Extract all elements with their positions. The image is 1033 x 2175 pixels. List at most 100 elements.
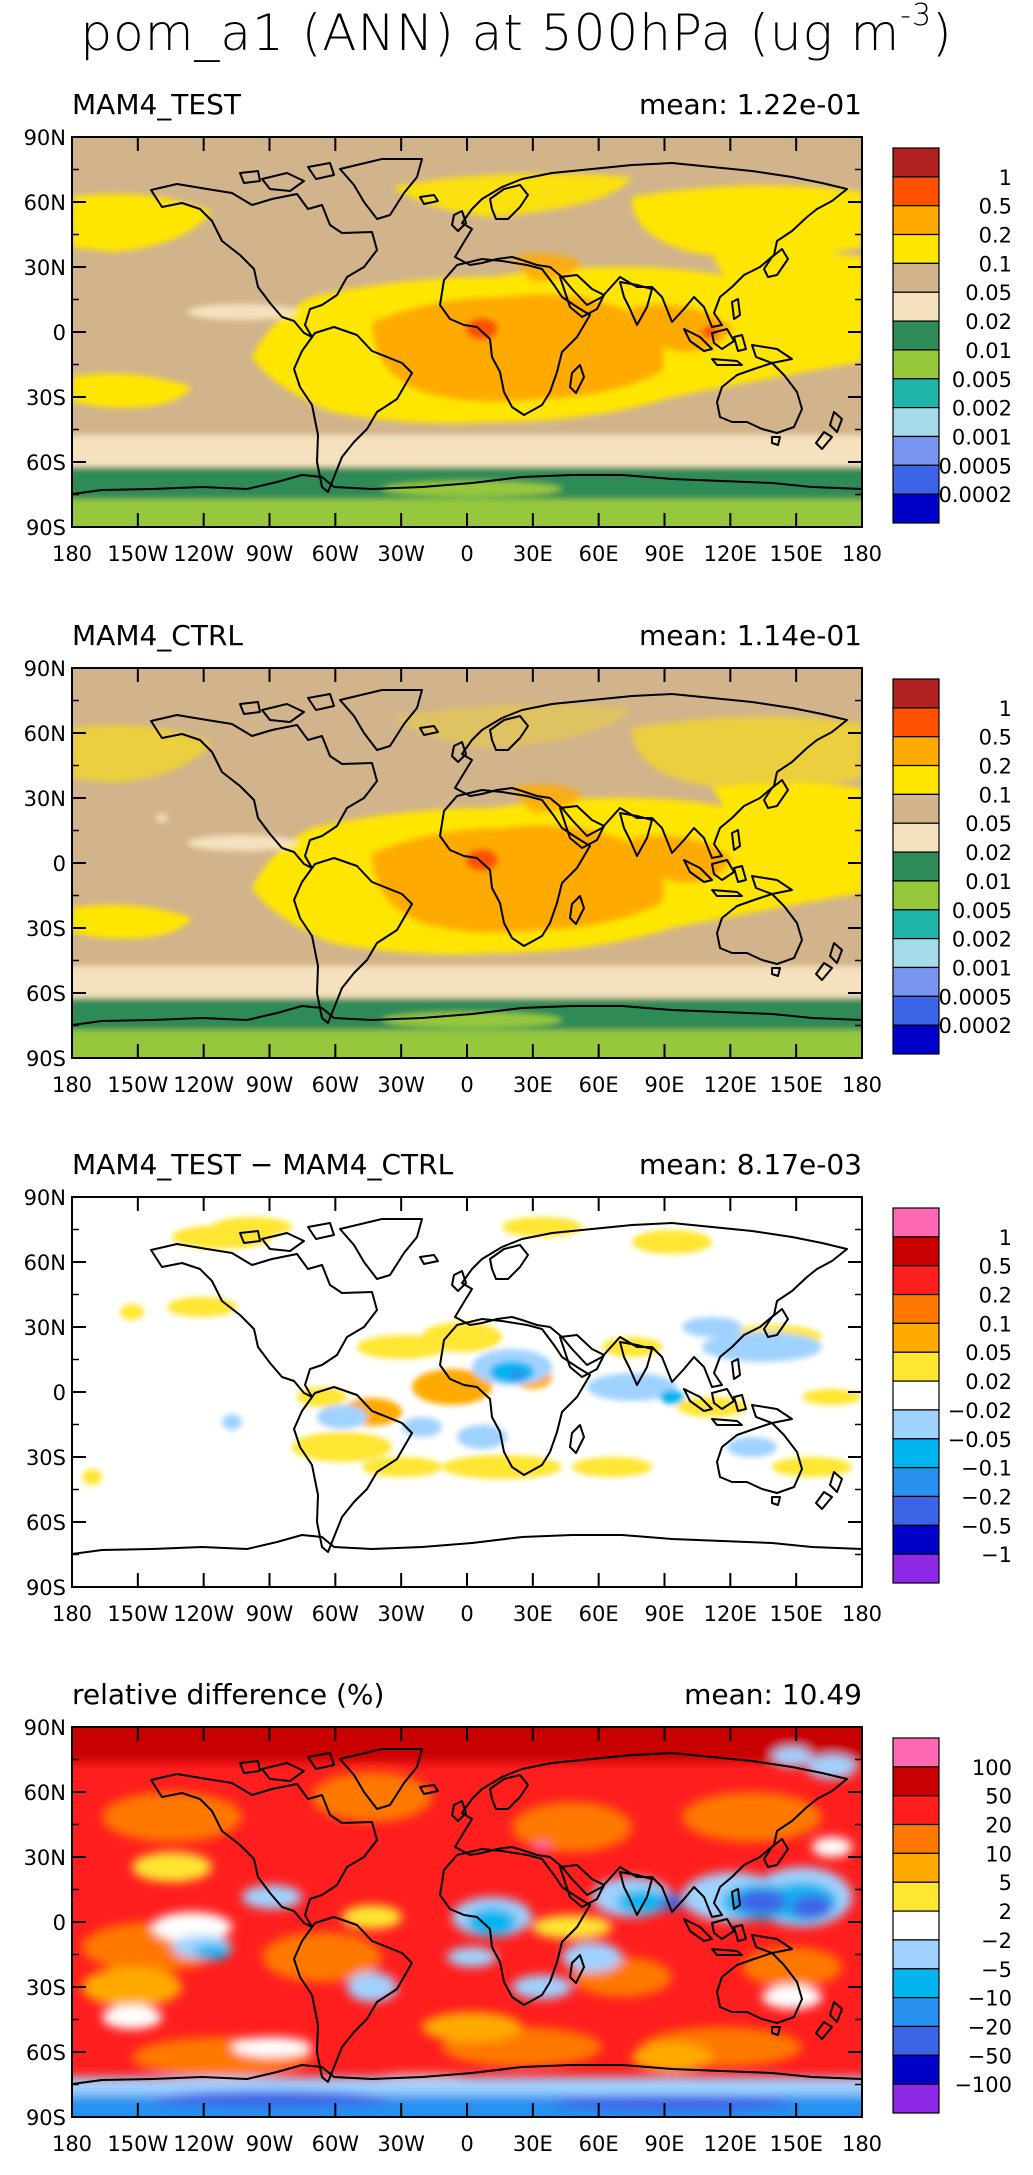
colorbar-label: 0.005 bbox=[952, 899, 1012, 923]
lon-tick-label: 150E bbox=[769, 542, 822, 566]
colorbar-label: 0.1 bbox=[979, 783, 1012, 807]
lon-tick-label: 60E bbox=[579, 1073, 619, 1097]
lon-tick-label: 90E bbox=[645, 1602, 685, 1626]
lon-tick-label: 60W bbox=[312, 2132, 360, 2156]
colorbar-swatch bbox=[892, 262, 940, 293]
colorbar-label: −0.2 bbox=[961, 1485, 1012, 1509]
lon-tick-label: 180 bbox=[842, 2132, 882, 2156]
lon-tick-label: 60W bbox=[312, 1602, 360, 1626]
colorbar-swatch bbox=[892, 822, 940, 853]
lon-tick-label: 90W bbox=[246, 2132, 294, 2156]
lon-tick-label: 180 bbox=[842, 1602, 882, 1626]
colorbar-swatch bbox=[892, 707, 940, 738]
colorbar-swatch bbox=[892, 1265, 940, 1296]
lon-tick-label: 90E bbox=[645, 2132, 685, 2156]
colorbar-label: −50 bbox=[968, 2044, 1012, 2068]
lon-tick-label: 60W bbox=[312, 1073, 360, 1097]
colorbar-swatch bbox=[892, 1881, 940, 1912]
colorbar-label: 0.0002 bbox=[939, 483, 1012, 507]
lat-tick-label: 30N bbox=[24, 1316, 66, 1340]
colorbar-swatch bbox=[892, 1409, 940, 1440]
colorbar-swatch bbox=[892, 1939, 940, 1970]
lat-tick-label: 60N bbox=[24, 722, 66, 746]
colorbar-label: 1 bbox=[999, 1226, 1012, 1250]
lon-tick-label: 60E bbox=[579, 2132, 619, 2156]
lon-tick-label: 90E bbox=[645, 542, 685, 566]
colorbar-label: 0.1 bbox=[979, 1312, 1012, 1336]
lon-tick-label: 150E bbox=[769, 1602, 822, 1626]
map-field bbox=[72, 668, 862, 1058]
colorbar-swatch bbox=[892, 147, 940, 178]
colorbar-label: −0.1 bbox=[961, 1457, 1012, 1481]
lon-tick-label: 30W bbox=[377, 2132, 425, 2156]
colorbar-label: 0.0005 bbox=[939, 454, 1012, 478]
colorbar-swatch bbox=[892, 2083, 940, 2114]
colorbar: 1 0.5 0.2 0.1 0.05 0.02 −0.02 −0.05 −0.1 −0.2 −0.5… bbox=[892, 1207, 1012, 1584]
lon-tick-label: 0 bbox=[460, 2132, 473, 2156]
lon-tick-label: 120E bbox=[704, 2132, 757, 2156]
colorbar-swatch bbox=[892, 1467, 940, 1498]
colorbar: 1 0.5 0.2 0.1 0.05 0.02 0.01 0.005 0.002 0.001 0.0… bbox=[892, 147, 1012, 524]
colorbar-swatch bbox=[892, 1438, 940, 1469]
colorbar-label: 1 bbox=[999, 166, 1012, 190]
colorbar-swatch bbox=[892, 176, 940, 207]
colorbar-swatch bbox=[892, 1910, 940, 1941]
lon-tick-label: 60E bbox=[579, 542, 619, 566]
colorbar-swatch bbox=[892, 464, 940, 495]
colorbar-swatch bbox=[892, 1766, 940, 1797]
lat-tick-label: 30S bbox=[26, 917, 66, 941]
colorbar-label: 5 bbox=[999, 1871, 1012, 1895]
colorbar-label: 0.001 bbox=[952, 956, 1012, 980]
colorbar-label: 0.2 bbox=[979, 755, 1012, 779]
lat-tick-label: 60N bbox=[24, 1251, 66, 1275]
lon-tick-label: 0 bbox=[460, 1602, 473, 1626]
colorbar-label: −2 bbox=[981, 1929, 1012, 1953]
colorbar-swatch bbox=[892, 1997, 940, 2028]
colorbar-swatch bbox=[892, 1293, 940, 1324]
panel-title: MAM4_TEST bbox=[72, 88, 242, 121]
lon-tick-label: 60W bbox=[312, 542, 360, 566]
lat-tick-label: 0 bbox=[53, 321, 66, 345]
colorbar-label: 0.05 bbox=[965, 1341, 1012, 1365]
lon-tick-label: 150W bbox=[107, 1602, 168, 1626]
lat-tick-label: 30S bbox=[26, 1446, 66, 1470]
colorbar-label: 0.2 bbox=[979, 1284, 1012, 1308]
lat-tick-label: 60S bbox=[26, 1511, 66, 1535]
map-panel: MAM4_TEST − MAM4_CTRL mean: 8.17e-03 90N 60… bbox=[24, 1148, 1012, 1626]
lon-tick-label: 30E bbox=[513, 1073, 553, 1097]
map-field bbox=[72, 1727, 862, 2117]
lon-tick-label: 180 bbox=[842, 542, 882, 566]
lat-tick-label: 30N bbox=[24, 787, 66, 811]
colorbar-label: 0.05 bbox=[965, 281, 1012, 305]
colorbar-swatch bbox=[892, 909, 940, 940]
panel-title: MAM4_CTRL bbox=[72, 619, 243, 652]
lon-tick-label: 150W bbox=[107, 542, 168, 566]
lat-tick-label: 0 bbox=[53, 1911, 66, 1935]
lon-tick-label: 120W bbox=[173, 542, 234, 566]
colorbar-swatch bbox=[892, 1968, 940, 1999]
colorbar-label: −20 bbox=[968, 2015, 1012, 2039]
figure-title: pom_a1 (ANN) at 500hPa (ug m-3) bbox=[80, 0, 953, 62]
lat-tick-label: 60S bbox=[26, 451, 66, 475]
lat-tick-label: 30N bbox=[24, 1846, 66, 1870]
colorbar-label: 0.5 bbox=[979, 195, 1012, 219]
colorbar-swatch bbox=[892, 1236, 940, 1267]
colorbar-swatch bbox=[892, 378, 940, 409]
colorbar-label: 0.002 bbox=[952, 397, 1012, 421]
colorbar-swatch bbox=[892, 1380, 940, 1411]
colorbar-label: 0.5 bbox=[979, 1255, 1012, 1279]
panel-mean: mean: 1.22e-01 bbox=[639, 88, 862, 121]
colorbar-label: 0.002 bbox=[952, 928, 1012, 952]
colorbar-label: 0.01 bbox=[965, 339, 1012, 363]
lon-tick-label: 0 bbox=[460, 1073, 473, 1097]
lon-tick-label: 90W bbox=[246, 1602, 294, 1626]
colorbar-swatch bbox=[892, 1737, 940, 1768]
lat-tick-label: 90S bbox=[26, 516, 66, 540]
lon-tick-label: 180 bbox=[52, 1602, 92, 1626]
panel-title: MAM4_TEST − MAM4_CTRL bbox=[72, 1148, 454, 1181]
colorbar-label: 2 bbox=[999, 1900, 1012, 1924]
colorbar-swatch bbox=[892, 407, 940, 438]
colorbar-swatch bbox=[892, 1553, 940, 1584]
lon-tick-label: 90E bbox=[645, 1073, 685, 1097]
lon-tick-label: 150E bbox=[769, 2132, 822, 2156]
